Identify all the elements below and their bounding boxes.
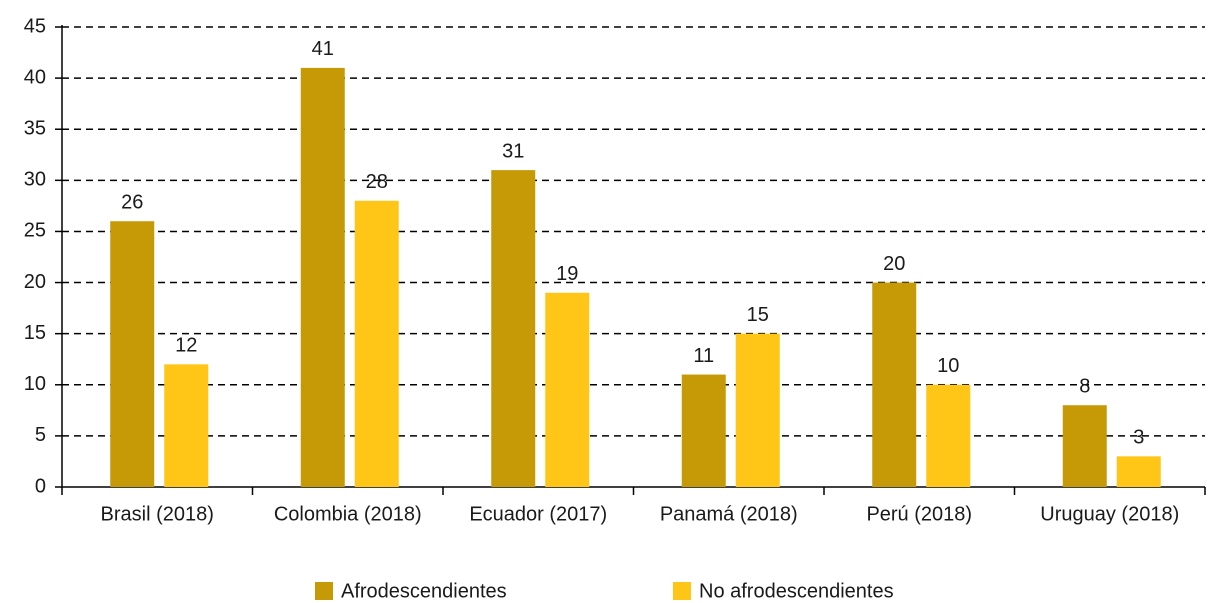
value-label: 19 xyxy=(556,263,578,285)
y-tick-label: 20 xyxy=(24,271,46,293)
x-tick-label: Brasil (2018) xyxy=(101,503,214,525)
value-label: 10 xyxy=(937,355,959,377)
x-tick-label: Panamá (2018) xyxy=(660,503,798,525)
x-tick-label: Perú (2018) xyxy=(866,503,972,525)
bar xyxy=(491,170,536,487)
y-tick-label: 35 xyxy=(24,118,46,140)
value-label: 28 xyxy=(366,171,388,193)
value-label: 11 xyxy=(693,345,714,367)
y-tick-label: 45 xyxy=(24,15,46,37)
bar xyxy=(681,374,726,487)
bar xyxy=(1062,405,1107,487)
x-tick-label: Uruguay (2018) xyxy=(1040,503,1179,525)
x-tick-label: Ecuador (2017) xyxy=(469,503,607,525)
legend-swatch xyxy=(673,582,691,600)
value-label: 3 xyxy=(1133,427,1144,449)
value-label: 8 xyxy=(1079,376,1090,398)
bar xyxy=(164,364,209,487)
y-tick-label: 0 xyxy=(35,475,46,497)
bar xyxy=(300,67,345,487)
legend-swatch xyxy=(315,582,333,600)
value-label: 20 xyxy=(883,253,905,275)
x-tick-label: Colombia (2018) xyxy=(274,503,422,525)
bar xyxy=(926,384,971,487)
y-tick-label: 25 xyxy=(24,220,46,242)
value-label: 26 xyxy=(121,192,143,214)
value-label: 31 xyxy=(502,140,524,162)
y-tick-label: 5 xyxy=(35,424,46,446)
bar xyxy=(872,282,917,487)
y-tick-label: 40 xyxy=(24,66,46,88)
bar xyxy=(735,333,780,487)
bar xyxy=(354,200,399,487)
bar xyxy=(545,292,590,487)
value-label: 12 xyxy=(175,335,197,357)
value-label: 15 xyxy=(747,304,769,326)
legend-label: Afrodescendientes xyxy=(341,580,507,602)
value-label: 41 xyxy=(312,38,334,60)
y-tick-label: 15 xyxy=(24,322,46,344)
y-tick-label: 30 xyxy=(24,169,46,191)
bar xyxy=(1116,456,1161,487)
y-tick-label: 10 xyxy=(24,373,46,395)
legend-label: No afrodescendientes xyxy=(699,580,894,602)
bar xyxy=(110,221,155,487)
